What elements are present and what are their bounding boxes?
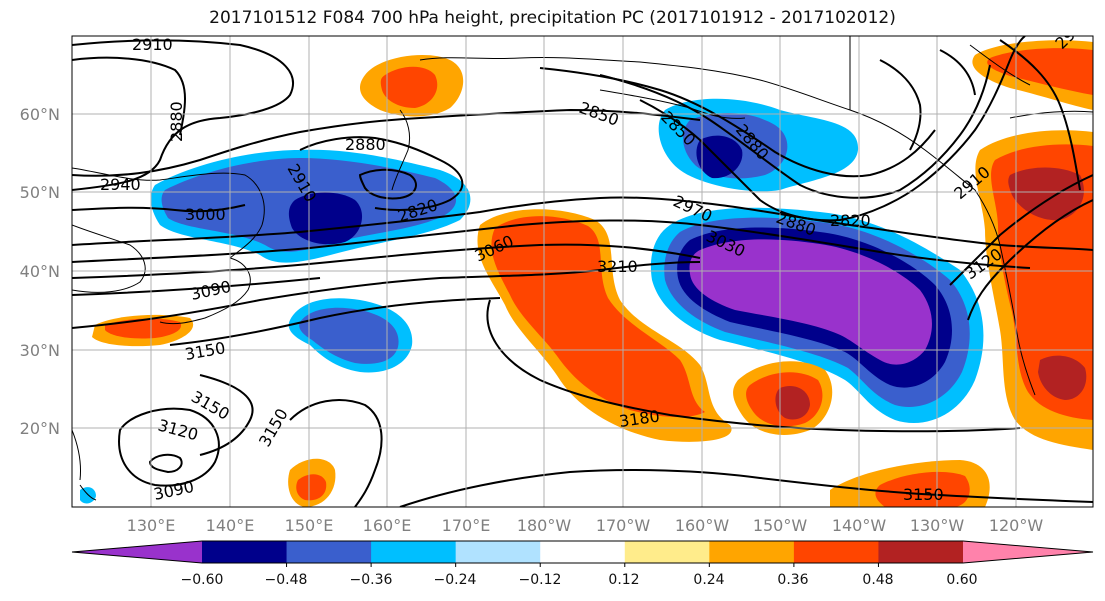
lon-label: 150°E xyxy=(285,516,334,535)
lat-label: 30°N xyxy=(20,341,60,360)
contour-label: 2880 xyxy=(345,135,386,154)
lat-label: 50°N xyxy=(20,183,60,202)
longitude-axis: 130°E 140°E 150°E 160°E 170°E 180°W 170°… xyxy=(127,516,1044,535)
lon-label: 120°W xyxy=(989,516,1044,535)
colorbar-segment xyxy=(371,541,457,563)
lon-label: 140°W xyxy=(832,516,887,535)
lon-label: 130°W xyxy=(910,516,965,535)
colorbar-tick-label: 0.12 xyxy=(608,572,640,588)
colorbar-segment xyxy=(286,541,372,563)
lon-label: 170°W xyxy=(596,516,651,535)
colorbar-segment xyxy=(540,541,626,563)
contour-label: 2880 xyxy=(167,101,186,142)
lat-label: 40°N xyxy=(20,262,60,281)
latitude-axis: 60°N 50°N 40°N 30°N 20°N xyxy=(20,105,60,438)
lon-label: 140°E xyxy=(206,516,255,535)
colorbar-tick-label: −0.36 xyxy=(349,572,393,588)
colorbar-segment xyxy=(455,541,541,563)
colorbar-segment xyxy=(793,541,879,563)
lon-label: 160°W xyxy=(675,516,730,535)
colorbar-tick-label: 0.60 xyxy=(946,572,978,588)
contour-label: 2820 xyxy=(830,211,871,230)
lat-label: 60°N xyxy=(20,105,60,124)
colorbar-tick-label: −0.24 xyxy=(433,572,477,588)
lon-label: 170°E xyxy=(442,516,491,535)
contour-label: 3000 xyxy=(185,205,226,224)
colorbar xyxy=(71,540,1094,567)
contour-label: 2910 xyxy=(132,35,173,54)
lon-label: 150°W xyxy=(753,516,808,535)
colorbar-segment xyxy=(624,541,710,563)
contour-label: 3210 xyxy=(597,257,638,276)
contour-label: 3150 xyxy=(903,485,944,504)
lat-label: 20°N xyxy=(20,419,60,438)
colorbar-segment xyxy=(202,541,288,563)
lon-label: 180°W xyxy=(517,516,572,535)
colorbar-extend-high xyxy=(963,541,1093,563)
colorbar-extend-low xyxy=(72,541,202,563)
gridlines xyxy=(72,36,1093,507)
colorbar-tick-label: 0.36 xyxy=(777,572,809,588)
lon-label: 160°E xyxy=(363,516,412,535)
colorbar-tick-label: 0.48 xyxy=(862,572,894,588)
height-contours xyxy=(72,36,1093,507)
colorbar-segment xyxy=(878,541,964,563)
colorbar-tick-label: 0.24 xyxy=(693,572,725,588)
map-title: 2017101512 F084 700 hPa height, precipit… xyxy=(209,8,896,28)
colorbar-segment xyxy=(709,541,795,563)
map-frame xyxy=(71,35,1094,508)
colorbar-tick-label: −0.48 xyxy=(264,572,308,588)
lon-label: 130°E xyxy=(127,516,176,535)
colorbar-tick-label: −0.60 xyxy=(180,572,224,588)
colorbar-outline xyxy=(71,540,1094,564)
colorbar-tick-label: −0.12 xyxy=(518,572,562,588)
contour-label: 2940 xyxy=(100,175,141,194)
